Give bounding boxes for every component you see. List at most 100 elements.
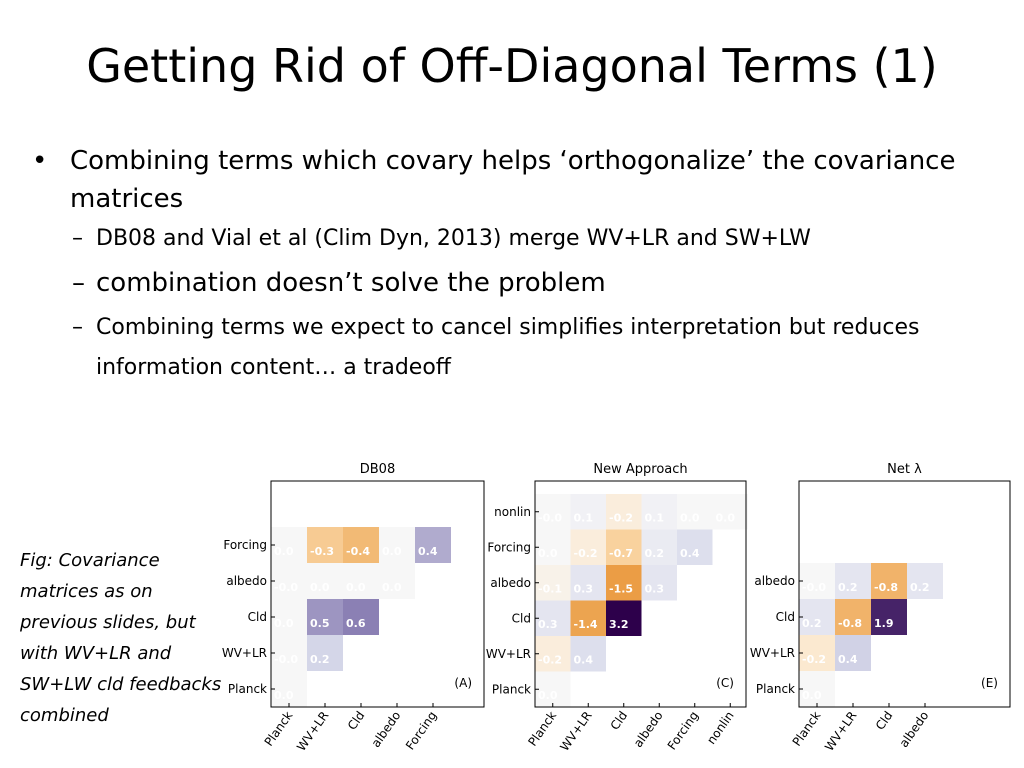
y-tick-label: WV+LR [750, 646, 795, 660]
heatmap-cell [677, 529, 713, 565]
cell-value-label: 0.1 [574, 512, 594, 525]
cell-value-label: 0.4 [418, 545, 438, 558]
heatmap-cell [606, 565, 642, 601]
cell-value-label: 3.2 [609, 618, 629, 631]
cell-value-label: 0.0 [538, 689, 558, 702]
plot-border [534, 480, 747, 708]
cell-value-label: 1.9 [874, 617, 894, 630]
sub-bullet-item: – combination doesn’t solve the problem [30, 264, 1010, 302]
cell-value-label: -0.7 [609, 547, 633, 560]
cell-value-label: -0.2 [574, 547, 598, 560]
panel-title: Net λ [887, 462, 922, 477]
cell-value-label: 0.4 [838, 653, 858, 666]
cell-value-label: 0.0 [382, 545, 402, 558]
heatmap-cell [535, 671, 571, 707]
heatmap-cell [835, 635, 871, 671]
sub-bullet-text: Combining terms we expect to cancel simp… [96, 315, 920, 380]
cell-value-label: -0.2 [802, 653, 826, 666]
heatmap-cell [535, 494, 571, 530]
cell-value-label: -0.2 [538, 654, 562, 667]
y-tick-label: WV+LR [222, 646, 267, 660]
x-tick-label: Forcing [665, 709, 701, 753]
panel-title: New Approach [593, 462, 687, 477]
figure-caption: Fig: Covariance matrices as on previous … [20, 550, 222, 726]
heatmap-cell [641, 565, 677, 601]
panel-label: (E) [981, 676, 998, 690]
x-tick-label: albedo [897, 709, 932, 750]
heatmap-cell [606, 529, 642, 565]
heatmap-cell [379, 527, 415, 563]
x-tick-label: Planck [262, 709, 296, 749]
heatmap-cell [570, 565, 606, 601]
heatmap-cell [535, 600, 571, 636]
heatmap-cell [570, 529, 606, 565]
y-tick-label: WV+LR [486, 647, 531, 661]
cell-value-label: -1.4 [574, 618, 598, 631]
cell-value-label: 0.4 [680, 547, 700, 560]
heatmap-cell [606, 600, 642, 636]
cell-value-label: 0.0 [716, 512, 736, 525]
heatmap-cell [799, 563, 835, 599]
cell-value-label: -0.0 [274, 581, 298, 594]
y-tick-label: Cld [248, 610, 267, 624]
heatmap-cell [343, 563, 379, 599]
plot-border [270, 480, 485, 708]
heatmap-cell [307, 563, 343, 599]
y-tick-label: albedo [754, 574, 795, 588]
cell-value-label: 0.0 [680, 512, 700, 525]
heatmap-cell [271, 635, 307, 671]
x-tick-label: WV+LR [822, 709, 859, 754]
heatmap-cell [871, 563, 907, 599]
heatmap-cell [641, 529, 677, 565]
heatmap-cell [415, 527, 451, 563]
cell-value-label: 0.0 [274, 545, 294, 558]
cell-value-label: -0.0 [274, 653, 298, 666]
heatmap-cell [535, 636, 571, 672]
y-tick-label: nonlin [494, 505, 531, 519]
cell-value-label: 0.2 [802, 617, 822, 630]
x-tick-label: Forcing [403, 709, 439, 753]
x-tick-label: Cld [873, 709, 896, 733]
heatmap-cell [606, 494, 642, 530]
y-tick-label: albedo [490, 576, 531, 590]
heatmap-cell [307, 527, 343, 563]
cell-value-label: -0.2 [609, 512, 633, 525]
panel-label: (C) [716, 676, 734, 690]
heatmap-cell [712, 494, 748, 530]
panel-label: (A) [454, 676, 472, 690]
y-tick-label: Forcing [487, 540, 531, 554]
heatmap-cell [570, 600, 606, 636]
heatmap-cell [677, 494, 713, 530]
x-tick-label: albedo [631, 709, 666, 750]
cell-value-label: -0.8 [838, 617, 862, 630]
x-tick-label: Planck [525, 709, 559, 749]
cell-value-label: -0.8 [874, 581, 898, 594]
cell-value-label: 0.5 [310, 617, 330, 630]
cell-value-label: 0.2 [910, 581, 930, 594]
heatmap-cell [343, 599, 379, 635]
plot-border [798, 480, 1011, 708]
bullet-list: • Combining terms which covary helps ‘or… [30, 142, 1010, 388]
y-tick-label: Cld [512, 611, 531, 625]
y-tick-label: albedo [226, 574, 267, 588]
x-tick-label: nonlin [704, 709, 737, 747]
sub-bullet-text: DB08 and Vial et al (Clim Dyn, 2013) mer… [96, 226, 811, 251]
heatmap-cell [835, 563, 871, 599]
cell-value-label: 0.4 [574, 654, 594, 667]
cell-value-label: 0.1 [645, 512, 665, 525]
slide-title: Getting Rid of Off-Diagonal Terms (1) [86, 39, 938, 93]
x-tick-label: WV+LR [557, 709, 594, 754]
cell-value-label: 0.3 [574, 583, 594, 596]
cell-value-label: 0.0 [346, 581, 366, 594]
dash-marker: – [72, 315, 83, 340]
sub-bullet-item: – DB08 and Vial et al (Clim Dyn, 2013) m… [30, 222, 1010, 256]
dash-marker: – [72, 226, 83, 251]
cell-value-label: 0.2 [310, 653, 330, 666]
panel-title: DB08 [360, 462, 395, 477]
heatmap-cell [871, 599, 907, 635]
cell-value-label: 0.3 [645, 583, 665, 596]
bullet-text: Combining terms which covary helps ‘orth… [70, 146, 956, 214]
x-tick-label: Planck [790, 709, 824, 749]
y-tick-label: Planck [492, 682, 531, 696]
